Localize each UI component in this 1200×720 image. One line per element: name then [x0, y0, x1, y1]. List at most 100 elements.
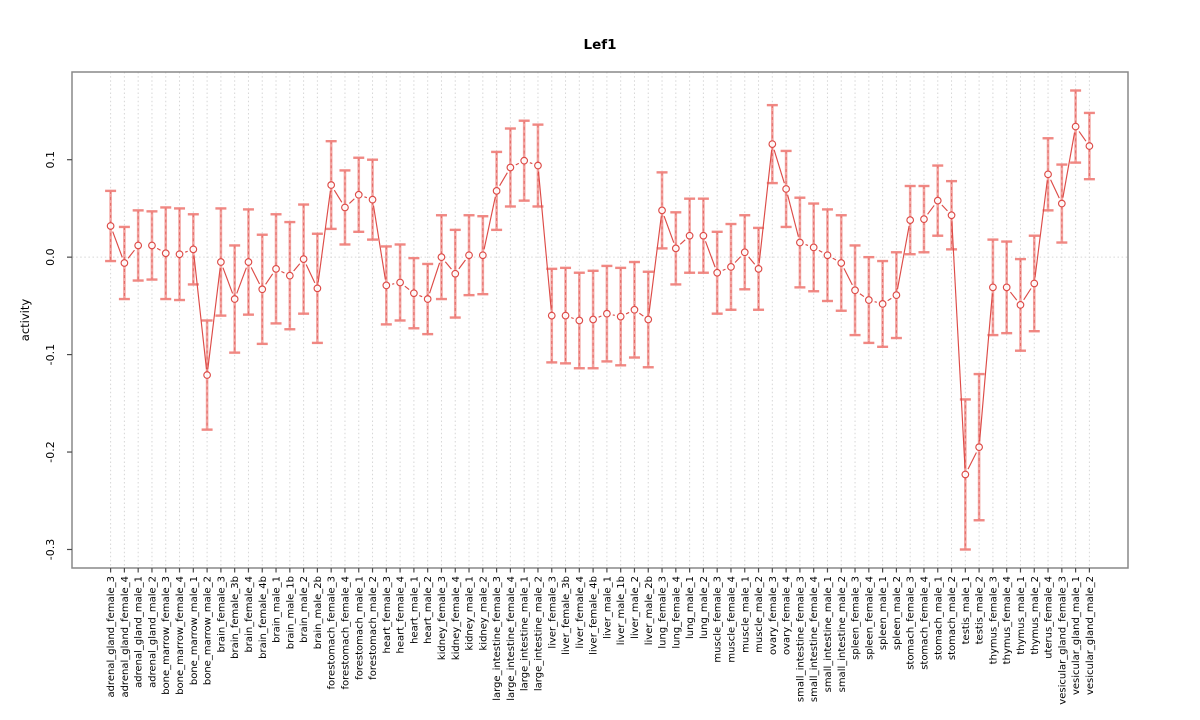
x-tick-label: brain_female_4b: [258, 576, 269, 659]
data-point: [1057, 199, 1066, 208]
data-point: [644, 315, 653, 324]
x-tick-label: small_intestine_male_1: [823, 576, 834, 692]
data-point: [658, 206, 666, 215]
gridlines: [72, 72, 1128, 568]
data-point: [258, 285, 267, 294]
x-tick-label: small_intestine_female_4: [809, 576, 820, 702]
data-point: [630, 305, 639, 314]
data-point: [341, 203, 349, 212]
x-tick-label: stomach_female_4: [919, 576, 930, 670]
data-point: [975, 443, 983, 452]
x-tick-label: muscle_female_3: [713, 576, 724, 663]
data-point: [368, 195, 377, 204]
data-point: [492, 187, 501, 195]
data-points: [106, 122, 1094, 479]
data-point: [713, 268, 722, 277]
data-point: [423, 295, 432, 303]
data-point: [203, 371, 211, 379]
data-point: [782, 185, 790, 193]
data-point: [603, 309, 611, 318]
x-tick-label: large_intestine_female_4: [506, 576, 517, 701]
x-tick-label: kidney_male_2: [478, 576, 489, 651]
data-point: [685, 231, 694, 240]
x-tick-label: large_intestine_male_1: [520, 576, 531, 691]
data-point: [699, 231, 708, 240]
x-tick-label: bone_marrow_male_2: [203, 576, 214, 685]
x-tick-label: kidney_female_3: [437, 576, 448, 660]
data-point: [671, 244, 680, 253]
x-tick-label: vesicular_gland_male_2: [1085, 576, 1096, 695]
x-tick-label: lung_male_2: [699, 576, 710, 639]
x-tick-label: heart_male_1: [409, 576, 420, 644]
y-tick-label: 0.1: [44, 151, 57, 169]
data-point: [313, 284, 322, 293]
x-tick-label: uterus_female_4: [1044, 576, 1055, 659]
data-point: [906, 216, 915, 224]
x-tick-label: brain_male_2b: [313, 576, 324, 649]
data-point: [285, 271, 294, 280]
data-point: [1044, 170, 1052, 179]
x-tick-label: lung_female_3: [658, 576, 669, 649]
x-tick-label: adrenal_gland_female_3: [106, 576, 117, 698]
data-point: [478, 251, 487, 260]
x-tick-label: liver_female_4: [575, 576, 586, 649]
series-line: [112, 131, 1087, 470]
x-tick-label: muscle_male_1: [740, 576, 751, 653]
x-tick-label: stomach_male_1: [933, 576, 944, 660]
x-tick-label: small_intestine_male_2: [837, 576, 848, 692]
x-tick-label: vesicular_gland_male_1: [1071, 576, 1082, 695]
x-tick-label: brain_male_2: [299, 576, 310, 643]
data-point: [410, 289, 418, 298]
data-point: [520, 156, 529, 165]
data-point: [961, 470, 970, 479]
data-point: [437, 253, 446, 262]
data-point: [809, 243, 818, 252]
data-point: [727, 263, 735, 271]
data-point: [920, 215, 928, 224]
x-tick-label: liver_male_1: [602, 576, 613, 639]
data-point: [616, 312, 625, 321]
data-point: [1030, 279, 1039, 288]
y-tick-label: -0.1: [44, 344, 57, 365]
data-point: [465, 251, 473, 260]
x-tick-label: testis_male_1: [961, 576, 972, 644]
x-tick-label: forestomach_male_1: [354, 576, 365, 680]
plot-border: [71, 71, 1129, 569]
data-point: [244, 258, 253, 266]
x-tick-label: large_intestine_male_2: [533, 576, 544, 691]
x-tick-label: stomach_male_2: [947, 576, 958, 660]
data-point: [851, 286, 859, 295]
x-tick-label: ovary_female_4: [782, 576, 793, 655]
data-point: [327, 181, 336, 189]
data-point: [451, 269, 460, 278]
x-tick-label: adrenal_gland_female_4: [120, 576, 131, 698]
y-tick-label: 0.0: [44, 248, 57, 266]
x-tick-label: adrenal_gland_male_2: [147, 576, 158, 688]
data-point: [506, 163, 515, 172]
x-tick-label: bone_marrow_male_1: [189, 576, 200, 685]
y-tick-label: -0.3: [44, 539, 57, 560]
data-point: [134, 241, 143, 250]
x-tick-label: liver_male_2: [630, 576, 641, 639]
x-tick-label: adrenal_gland_male_1: [134, 576, 145, 688]
data-point: [1085, 142, 1094, 150]
x-tick-label: liver_male_1b: [616, 576, 627, 645]
data-point: [534, 161, 542, 170]
data-point: [161, 249, 170, 258]
x-tick-label: heart_male_2: [423, 576, 434, 644]
x-tick-label: thymus_female_3: [988, 576, 999, 664]
data-point: [768, 140, 777, 148]
data-point: [589, 315, 597, 324]
data-point: [933, 196, 942, 205]
x-tick-label: spleen_female_3: [851, 576, 862, 660]
x-tick-label: vesicular_gland_female_3: [1057, 576, 1068, 705]
data-point: [837, 259, 846, 267]
x-tick-label: spleen_male_2: [892, 576, 903, 650]
data-point: [175, 250, 184, 259]
x-tick-label: small_intestine_female_3: [795, 576, 806, 702]
x-tick-label: forestomach_male_2: [368, 576, 379, 680]
x-tick-label: brain_female_3b: [230, 576, 241, 659]
x-tick-label: bone_marrow_female_4: [175, 576, 186, 695]
data-point: [740, 248, 749, 257]
